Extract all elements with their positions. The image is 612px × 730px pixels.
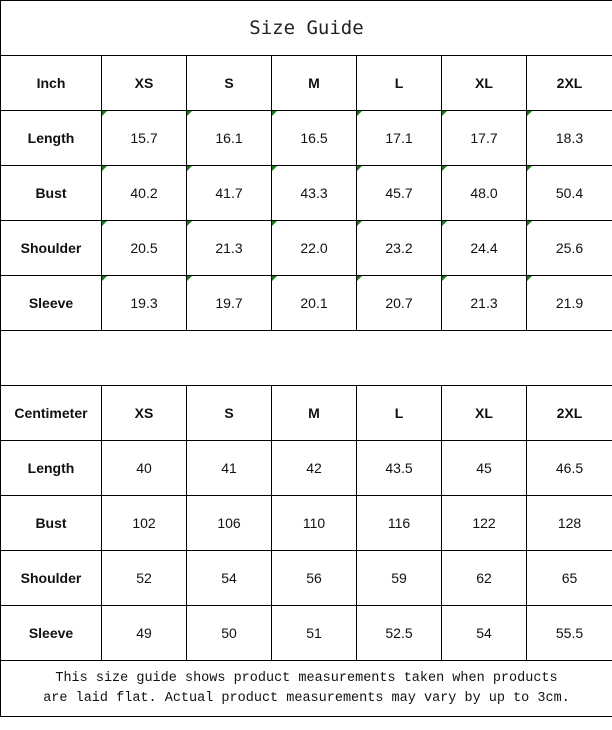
unit-label: Centimeter bbox=[0, 385, 102, 441]
measurement-value: 128 bbox=[526, 495, 612, 551]
table-row: Shoulder 52 54 56 59 62 65 bbox=[0, 550, 612, 606]
measurement-value: 18.3 bbox=[526, 110, 612, 166]
measurement-value: 48.0 bbox=[441, 165, 527, 221]
measurement-value: 52.5 bbox=[356, 605, 442, 661]
measurement-value: 56 bbox=[271, 550, 357, 606]
size-header: L bbox=[356, 385, 442, 441]
measurement-value: 15.7 bbox=[101, 110, 187, 166]
size-header: XL bbox=[441, 385, 527, 441]
size-header: XS bbox=[101, 385, 187, 441]
size-header: XS bbox=[101, 55, 187, 111]
measurement-value: 24.4 bbox=[441, 220, 527, 276]
measurement-value: 21.3 bbox=[186, 220, 272, 276]
spacer-row bbox=[0, 330, 612, 386]
measurement-value: 106 bbox=[186, 495, 272, 551]
measurement-value: 43.5 bbox=[356, 440, 442, 496]
measurement-value: 20.7 bbox=[356, 275, 442, 331]
measurement-value: 40 bbox=[101, 440, 187, 496]
measurement-value: 21.9 bbox=[526, 275, 612, 331]
measurement-value: 20.5 bbox=[101, 220, 187, 276]
table-row: Sleeve 49 50 51 52.5 54 55.5 bbox=[0, 605, 612, 661]
measurement-value: 41.7 bbox=[186, 165, 272, 221]
measurement-value: 46.5 bbox=[526, 440, 612, 496]
measurement-value: 17.7 bbox=[441, 110, 527, 166]
measurement-value: 40.2 bbox=[101, 165, 187, 221]
measurement-value: 50 bbox=[186, 605, 272, 661]
measurement-value: 54 bbox=[186, 550, 272, 606]
table-row: Length 15.7 16.1 16.5 17.1 17.7 18.3 bbox=[0, 110, 612, 166]
footnote-line: This size guide shows product measuremen… bbox=[55, 670, 558, 686]
table-row: Shoulder 20.5 21.3 22.0 23.2 24.4 25.6 bbox=[0, 220, 612, 276]
spacer-cell bbox=[0, 330, 612, 386]
measurement-value: 50.4 bbox=[526, 165, 612, 221]
measurement-value: 65 bbox=[526, 550, 612, 606]
measurement-value: 22.0 bbox=[271, 220, 357, 276]
measurement-label: Length bbox=[0, 110, 102, 166]
size-header: 2XL bbox=[526, 385, 612, 441]
measurement-label: Sleeve bbox=[0, 605, 102, 661]
measurement-label: Bust bbox=[0, 165, 102, 221]
measurement-value: 54 bbox=[441, 605, 527, 661]
measurement-value: 42 bbox=[271, 440, 357, 496]
measurement-label: Sleeve bbox=[0, 275, 102, 331]
measurement-label: Length bbox=[0, 440, 102, 496]
measurement-value: 19.3 bbox=[101, 275, 187, 331]
size-header: S bbox=[186, 55, 272, 111]
measurement-value: 16.5 bbox=[271, 110, 357, 166]
inch-header-row: Inch XS S M L XL 2XL bbox=[0, 55, 612, 111]
measurement-value: 122 bbox=[441, 495, 527, 551]
table-row: Sleeve 19.3 19.7 20.1 20.7 21.3 21.9 bbox=[0, 275, 612, 331]
measurement-value: 52 bbox=[101, 550, 187, 606]
measurement-value: 23.2 bbox=[356, 220, 442, 276]
measurement-value: 21.3 bbox=[441, 275, 527, 331]
cm-header-row: Centimeter XS S M L XL 2XL bbox=[0, 385, 612, 441]
size-header: L bbox=[356, 55, 442, 111]
measurement-value: 16.1 bbox=[186, 110, 272, 166]
measurement-value: 20.1 bbox=[271, 275, 357, 331]
measurement-label: Shoulder bbox=[0, 550, 102, 606]
measurement-value: 19.7 bbox=[186, 275, 272, 331]
measurement-value: 25.6 bbox=[526, 220, 612, 276]
measurement-value: 116 bbox=[356, 495, 442, 551]
size-header: S bbox=[186, 385, 272, 441]
measurement-value: 110 bbox=[271, 495, 357, 551]
measurement-value: 45 bbox=[441, 440, 527, 496]
table-row: Length 40 41 42 43.5 45 46.5 bbox=[0, 440, 612, 496]
measurement-value: 51 bbox=[271, 605, 357, 661]
table-row: Bust 102 106 110 116 122 128 bbox=[0, 495, 612, 551]
size-header: M bbox=[271, 55, 357, 111]
footnote: This size guide shows product measuremen… bbox=[0, 660, 612, 717]
measurement-value: 43.3 bbox=[271, 165, 357, 221]
measurement-value: 49 bbox=[101, 605, 187, 661]
note-row: This size guide shows product measuremen… bbox=[0, 660, 612, 717]
measurement-value: 102 bbox=[101, 495, 187, 551]
measurement-value: 45.7 bbox=[356, 165, 442, 221]
measurement-label: Bust bbox=[0, 495, 102, 551]
size-header: 2XL bbox=[526, 55, 612, 111]
measurement-value: 55.5 bbox=[526, 605, 612, 661]
footnote-line: are laid flat. Actual product measuremen… bbox=[43, 690, 570, 706]
page-title: Size Guide bbox=[0, 0, 612, 56]
unit-label: Inch bbox=[0, 55, 102, 111]
size-header: XL bbox=[441, 55, 527, 111]
measurement-label: Shoulder bbox=[0, 220, 102, 276]
measurement-value: 17.1 bbox=[356, 110, 442, 166]
size-header: M bbox=[271, 385, 357, 441]
measurement-value: 62 bbox=[441, 550, 527, 606]
measurement-value: 41 bbox=[186, 440, 272, 496]
measurement-value: 59 bbox=[356, 550, 442, 606]
table-row: Bust 40.2 41.7 43.3 45.7 48.0 50.4 bbox=[0, 165, 612, 221]
